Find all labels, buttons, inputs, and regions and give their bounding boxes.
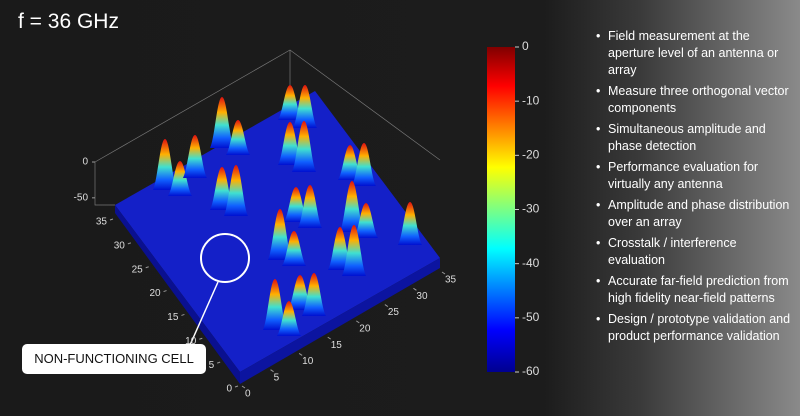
plot-box [94,49,441,206]
base-edge [240,258,440,384]
x-tick-label: 30 [416,291,428,302]
bullet-item: Simultaneous amplitude and phase detecti… [594,121,794,155]
x-tick-label: 15 [331,340,343,351]
bullet-item: Measure three orthogonal vector componen… [594,83,794,117]
callout-line [189,281,219,346]
surface-peak [354,203,378,238]
y-tick [234,385,239,388]
x-tick-label: 5 [274,372,280,383]
surface-peak [338,145,362,180]
y-tick [127,242,132,245]
x-tick [384,304,389,307]
colorbar-tick-label: -50 [522,310,540,324]
y-tick [109,218,114,221]
surface-peak [263,279,287,330]
x-tick [270,369,274,373]
y-tick-label: 10 [185,336,197,347]
surface-peak [288,275,312,310]
colorbar-tick-label: -60 [522,364,540,378]
surface-peak [292,121,316,172]
surface-peak [277,301,301,336]
x-tick [298,353,303,356]
x-tick [441,271,446,275]
colorbar [487,47,515,372]
y-tick-label: 15 [167,312,179,323]
bullet-item: Performance evaluation for virtually any… [594,159,794,193]
colorbar-tick-label: -40 [522,256,540,270]
surface-peak [352,143,376,186]
surface-peak [293,85,317,128]
x-tick-label: 25 [388,307,400,318]
bullet-item: Field measurement at the aperture level … [594,28,794,79]
colorbar-tick-label: -10 [522,93,540,107]
y-tick-label: 35 [96,217,108,228]
surface-peak [226,120,250,155]
surface-peak [210,167,234,210]
x-tick [356,320,360,324]
bullet-list: Field measurement at the aperture level … [594,28,794,349]
annotation: NON-FUNCTIONING CELL [22,344,206,374]
surface-peak [278,85,302,120]
y-tick-label: 25 [132,264,144,275]
surface-peak [282,231,306,266]
surface-peaks [153,85,422,336]
title: f = 36 GHz [18,10,119,33]
surface-peak [210,97,234,148]
surface-peak [302,273,326,316]
colorbar-tick-label: -20 [522,148,540,162]
y-tick [181,313,185,316]
x-tick [413,287,417,291]
surface-peak [328,227,352,270]
x-tick [241,385,246,389]
surface-peak [183,135,207,178]
surface-peak [340,181,364,232]
bullet-item: Accurate far-field prediction from high … [594,273,794,307]
z-tick-label: 0 [82,157,88,168]
y-tick-label: 5 [209,360,215,371]
surface-peak [224,165,248,216]
x-tick-label: 20 [359,323,371,334]
x-tick-label: 35 [445,275,457,286]
y-tick [145,266,149,269]
bullet-item: Crosstalk / interference evaluation [594,235,794,269]
surface-peak [284,187,308,222]
base-edge [115,205,240,384]
surface-peak [268,209,292,260]
z-tick-label: -50 [74,192,89,203]
y-tick-label: 20 [149,288,161,299]
colorbar-tick-label: -30 [522,202,540,216]
x-tick-label: 10 [302,356,314,367]
highlight-circle [200,233,250,283]
bullet-item: Amplitude and phase distribution over an… [594,197,794,231]
x-tick [327,336,331,340]
bullet-item: Design / prototype validation and produc… [594,311,794,345]
y-tick [216,361,221,364]
y-tick [199,337,203,340]
surface-peak [398,202,422,245]
surface-peak [153,139,177,190]
colorbar-tick-label: 0 [522,39,529,53]
x-tick-label: 0 [245,389,251,400]
surface-peak [342,225,366,276]
y-tick-label: 30 [114,240,126,251]
surface-peak [168,161,192,196]
y-tick-label: 0 [226,384,232,395]
y-tick [163,290,167,293]
surface-peak [298,185,322,228]
surface-peak [278,122,302,165]
